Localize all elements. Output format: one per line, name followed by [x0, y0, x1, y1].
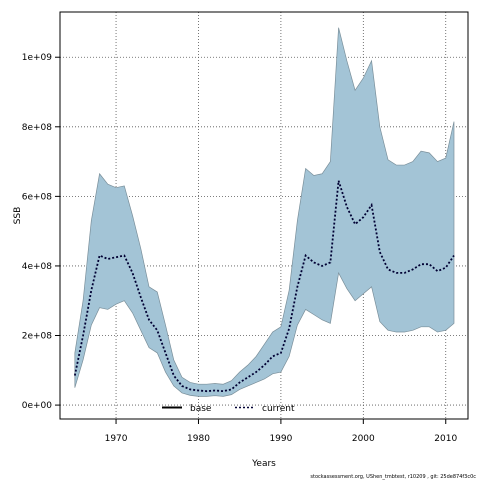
series-lines: [73, 180, 455, 393]
y-tick-label: 2e+08: [22, 332, 53, 342]
x-axis-title: Years: [251, 459, 276, 469]
x-tick-label: 1970: [105, 434, 128, 444]
plot-frame: [59, 11, 469, 420]
y-tick-label: 8e+08: [22, 123, 53, 133]
confidence-band-area: [74, 27, 455, 397]
series-line-current: [73, 180, 455, 393]
legend-base-label: base: [190, 404, 212, 414]
confidence-band: [74, 27, 455, 397]
y-axis-title: SSB: [13, 207, 23, 225]
legend-current-label: current: [262, 404, 295, 414]
x-tick-label: 2000: [352, 434, 375, 444]
y-tick-label: 6e+08: [22, 192, 53, 202]
x-tick-label: 2010: [434, 434, 457, 444]
y-tick-label: 4e+08: [22, 262, 53, 272]
x-tick-label: 1990: [269, 434, 292, 444]
y-tick-label: 1e+09: [22, 53, 53, 63]
y-tick-label: 0e+00: [22, 401, 53, 411]
x-tick-label: 1980: [187, 434, 210, 444]
footer-text: stockassessment.org, UShen_tmbtest, r102…: [310, 474, 476, 480]
y-axis: 0e+00 2e+08 4e+08 6e+08 8e+08 1e+09: [22, 53, 60, 411]
x-axis: 1970 1980 1990 2000 2010: [105, 419, 457, 444]
legend: base current: [162, 404, 295, 414]
